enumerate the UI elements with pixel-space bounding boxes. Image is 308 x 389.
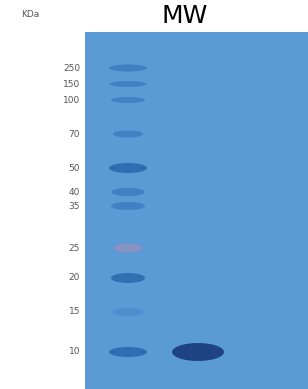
Ellipse shape [109, 163, 147, 173]
Ellipse shape [113, 308, 143, 316]
Text: 250: 250 [63, 63, 80, 72]
Ellipse shape [109, 65, 147, 72]
Text: 20: 20 [69, 273, 80, 282]
Ellipse shape [111, 202, 145, 210]
Text: MW: MW [162, 4, 208, 28]
Ellipse shape [109, 347, 147, 357]
Ellipse shape [111, 97, 145, 103]
Ellipse shape [113, 244, 143, 252]
Text: 35: 35 [68, 202, 80, 210]
Text: 150: 150 [63, 79, 80, 89]
Ellipse shape [111, 188, 145, 196]
Text: 50: 50 [68, 163, 80, 172]
Ellipse shape [113, 130, 143, 137]
Text: 15: 15 [68, 307, 80, 317]
Bar [85, 32, 308, 389]
Text: 100: 100 [63, 96, 80, 105]
Text: 10: 10 [68, 347, 80, 356]
Ellipse shape [110, 81, 146, 87]
Text: 25: 25 [69, 244, 80, 252]
Ellipse shape [172, 343, 224, 361]
Text: 70: 70 [68, 130, 80, 138]
Text: KDa: KDa [21, 9, 39, 19]
Ellipse shape [111, 273, 145, 283]
Text: 40: 40 [69, 187, 80, 196]
